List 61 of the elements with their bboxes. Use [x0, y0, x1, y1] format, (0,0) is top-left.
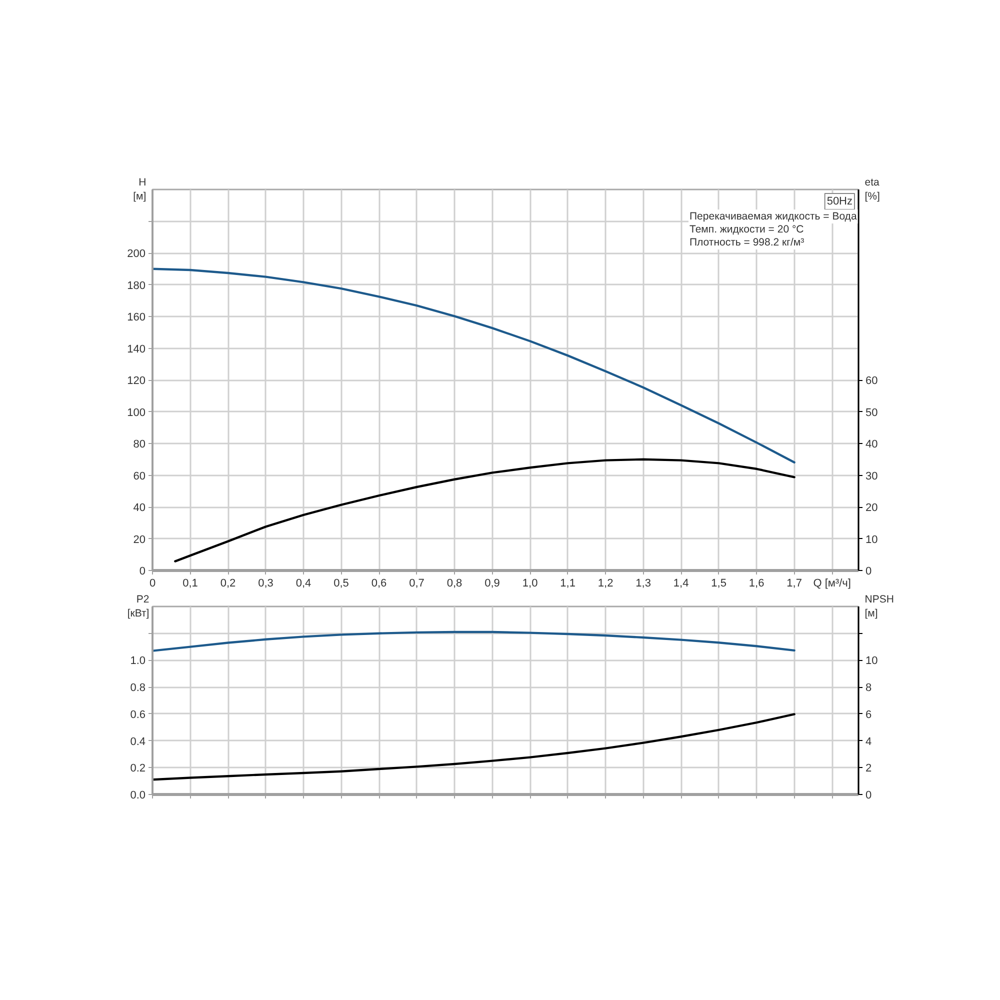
y2-tick-label: 0: [866, 566, 872, 578]
x-tick-label: 0,7: [409, 578, 424, 590]
y2-tick-label: 50: [866, 406, 878, 419]
y-tick-label: 100: [127, 406, 146, 419]
y-tick-label: 140: [127, 343, 146, 356]
line-series: [152, 630, 796, 652]
y-axis-title: H [м]: [133, 176, 146, 203]
x-tick-label: 0,2: [220, 578, 236, 590]
y2-tick-label: 6: [866, 708, 872, 721]
y-tick-label: 40: [133, 502, 146, 514]
y2-tick-label: 4: [866, 736, 872, 748]
annotation: 50Hz: [826, 196, 853, 208]
x-tick-label: 0,9: [484, 578, 500, 590]
y2-axis-title: eta [%]: [864, 176, 880, 203]
y-tick-label: 0.4: [130, 736, 146, 748]
x-tick-label: 1,7: [786, 578, 802, 590]
x-tick-label: 0,3: [258, 578, 274, 590]
x-tick-label: 1,4: [673, 578, 689, 590]
y-tick-label: 1.0: [130, 655, 146, 668]
x-tick-label: 0,5: [334, 578, 349, 590]
line-series: [174, 458, 796, 562]
y-axis-title: P2 [кВт]: [127, 593, 150, 620]
y-tick-label: 0.0: [130, 790, 146, 802]
x-tick-label: 1,6: [748, 578, 764, 590]
y2-tick-label: 20: [866, 502, 878, 514]
line-series: [152, 268, 796, 464]
y2-tick-label: 8: [866, 682, 872, 694]
annotation: Темп. жидкости = 20 °C: [690, 224, 804, 236]
y-tick-label: 160: [127, 312, 146, 324]
x-tick-label: 0,4: [296, 578, 312, 590]
y-tick-label: 0.8: [130, 682, 146, 694]
y2-tick-label: 60: [866, 375, 878, 387]
line-series: [152, 713, 796, 781]
y2-tick-label: 2: [866, 762, 872, 775]
annotation: Перекачиваемая жидкость = Вода: [690, 210, 857, 222]
x-tick-label: 0,8: [446, 578, 462, 590]
x-tick-label: 1,0: [522, 578, 538, 590]
y-tick-label: 0.2: [130, 762, 146, 775]
y-tick-label: 60: [133, 470, 146, 482]
x-tick-label: 1,5: [711, 578, 726, 590]
y2-tick-label: 30: [866, 470, 878, 482]
y2-tick-label: 40: [866, 438, 878, 450]
y2-tick-label: 10: [866, 655, 878, 668]
y-tick-label: 200: [127, 248, 146, 260]
x-axis-title: Q [м³/ч]: [813, 578, 851, 590]
y2-tick-label: 0: [866, 790, 872, 802]
x-tick-label: 1,3: [636, 578, 651, 590]
annotation: Плотность = 998.2 кг/м³: [690, 236, 805, 248]
y-tick-label: 0: [139, 566, 146, 578]
x-tick-label: 0: [149, 578, 156, 590]
x-tick-label: 0,1: [182, 578, 198, 590]
y-tick-label: 0.6: [130, 708, 146, 721]
y2-axis-title: NPSH [м]: [864, 593, 894, 620]
y-tick-label: 20: [133, 534, 146, 546]
x-tick-label: 0,6: [371, 578, 387, 590]
x-tick-label: 1,2: [598, 578, 614, 590]
y-tick-label: 120: [127, 375, 146, 387]
y-tick-label: 80: [133, 438, 146, 450]
y2-tick-label: 10: [866, 534, 878, 546]
x-tick-label: 1,1: [560, 578, 576, 590]
y-tick-label: 180: [127, 280, 146, 292]
